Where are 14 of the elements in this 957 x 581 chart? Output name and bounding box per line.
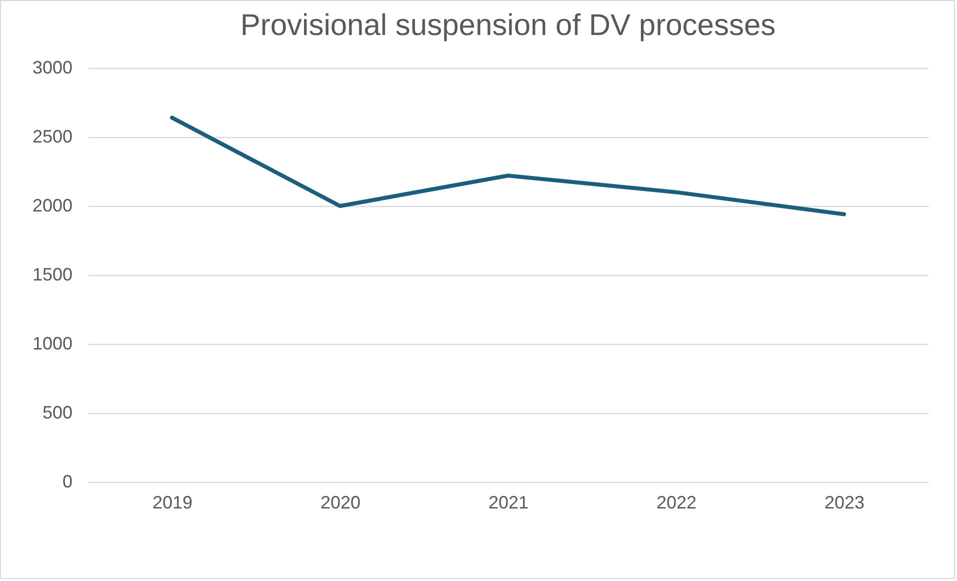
chart-title: Provisional suspension of DV processes (240, 9, 776, 42)
line-series (170, 116, 846, 216)
y-tick-label: 1500 (32, 264, 72, 284)
x-tick-label: 2023 (824, 492, 865, 512)
y-tick-label: 500 (42, 402, 72, 422)
x-tick-label: 2020 (320, 492, 361, 512)
y-tick-label: 3000 (32, 58, 72, 78)
y-tick-label: 0 (62, 472, 72, 492)
y-tick-label: 1000 (32, 334, 72, 354)
y-tick-label: 2500 (32, 126, 72, 146)
y-tick-label: 2000 (32, 196, 72, 216)
x-tick-label: 2019 (152, 492, 193, 512)
x-tick-label: 2021 (488, 492, 529, 512)
x-tick-label: 2022 (656, 492, 697, 512)
